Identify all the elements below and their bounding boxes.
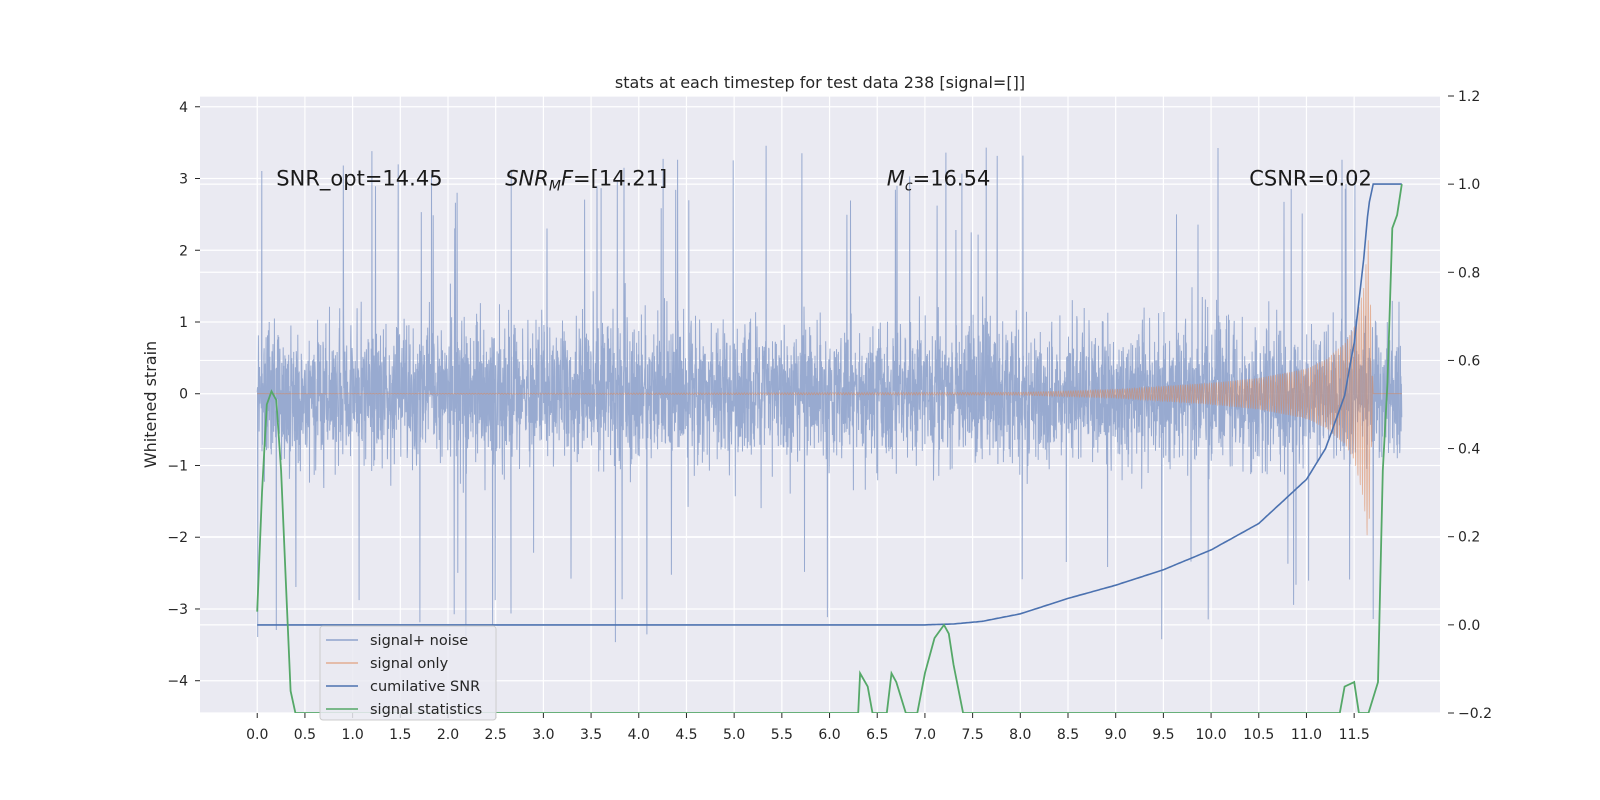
y2-tick-label-7: 1.2: [1458, 89, 1480, 105]
legend: signal+ noise signal only cumilative SNR…: [319, 625, 497, 721]
x-tick-label-2: 1.0: [341, 727, 363, 743]
y2-tick-label-3: 0.4: [1458, 442, 1480, 458]
axes: 0.0 0.5 1.0 1.5 2.0 2.5 3.0 3.5 4.0 4.5 5.0 5.5 6.0 6…: [167, 89, 1492, 743]
signal-noise-series: [256, 145, 1403, 643]
y-axis-label: Whitened strain: [141, 341, 160, 468]
x-tick-label-23: 11.5: [1339, 727, 1370, 743]
y2-tick-label-2: 0.2: [1458, 530, 1480, 546]
x-tick-label-10: 5.0: [723, 727, 745, 743]
signal-statistics-series: [256, 183, 1403, 713]
cumulative-snr-line: [257, 183, 1402, 626]
x-tick-label-16: 8.0: [1009, 727, 1031, 743]
y-tick-label-6: 2: [179, 243, 188, 259]
x-tick-label-4: 2.0: [437, 727, 459, 743]
y2-tick-label-4: 0.6: [1458, 353, 1480, 369]
x-tick-label-1: 0.5: [294, 727, 316, 743]
chart-title: stats at each timestep for test data 238…: [615, 73, 1025, 92]
y2-tick-label-6: 1.0: [1458, 177, 1480, 193]
y2-tick-label-0: −0.2: [1458, 706, 1492, 722]
y-tick-label-5: 1: [179, 315, 188, 331]
y-tick-label-3: −1: [167, 458, 188, 474]
legend-box: [319, 625, 497, 721]
signal-statistics-line: [256, 183, 1403, 713]
annotation-3: CSNR=0.02: [1249, 167, 1372, 191]
y-tick-label-7: 3: [179, 172, 188, 188]
signal-only-line: [257, 240, 1402, 536]
x-tick-label-22: 11.0: [1291, 727, 1322, 743]
annotation-0: SNR_opt=14.45: [276, 167, 442, 192]
y2-tick-label-1: 0.0: [1458, 618, 1480, 634]
x-tick-label-12: 6.0: [818, 727, 840, 743]
x-tick-label-15: 7.5: [961, 727, 983, 743]
x-tick-label-9: 4.5: [675, 727, 697, 743]
x-tick-label-5: 2.5: [485, 727, 507, 743]
x-tick-label-8: 4.0: [628, 727, 650, 743]
signal-only-series: [257, 240, 1402, 536]
legend-label-cumulative-snr: cumilative SNR: [370, 679, 480, 695]
x-tick-label-17: 8.5: [1057, 727, 1079, 743]
x-tick-label-6: 3.0: [532, 727, 554, 743]
y-tick-label-4: 0: [179, 387, 188, 403]
x-tick-label-11: 5.5: [771, 727, 793, 743]
x-tick-label-14: 7.0: [914, 727, 936, 743]
x-tick-label-7: 3.5: [580, 727, 602, 743]
legend-label-signal-only: signal only: [370, 656, 449, 672]
cumulative-snr-series: [257, 183, 1402, 626]
x-tick-label-18: 9.0: [1105, 727, 1127, 743]
x-tick-label-0: 0.0: [246, 727, 268, 743]
annotation-2: Mc=16.54: [887, 167, 991, 195]
legend-label-signal-statistics: signal statistics: [370, 702, 482, 718]
y2-tick-label-5: 0.8: [1458, 265, 1480, 281]
signal-noise-line: [256, 145, 1403, 643]
annotations: SNR_opt=14.45 SNRMF=[14.21] Mc=16.54 CSNR=0…: [276, 167, 1372, 195]
annotation-1: SNRMF=[14.21]: [505, 167, 667, 195]
x-tick-label-20: 10.0: [1195, 727, 1226, 743]
x-tick-label-21: 10.5: [1243, 727, 1274, 743]
x-tick-label-3: 1.5: [389, 727, 411, 743]
y-tick-label-1: −3: [167, 602, 188, 618]
legend-label-signal-noise: signal+ noise: [370, 633, 468, 649]
x-tick-label-19: 9.5: [1152, 727, 1174, 743]
y-tick-label-2: −2: [167, 530, 188, 546]
y-tick-label-0: −4: [167, 674, 188, 690]
y-tick-label-8: 4: [179, 100, 188, 116]
x-tick-label-13: 6.5: [866, 727, 888, 743]
